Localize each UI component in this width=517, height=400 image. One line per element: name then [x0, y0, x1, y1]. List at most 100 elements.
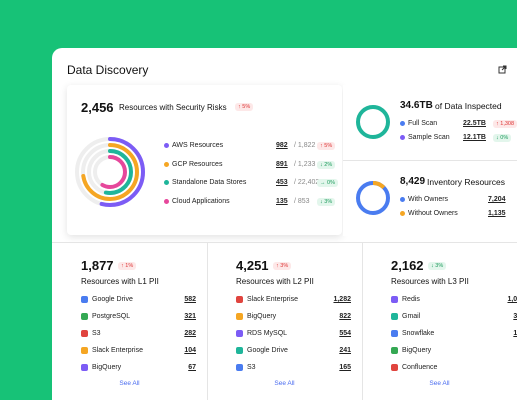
count: 2,456: [81, 100, 114, 115]
row-value: 582: [184, 296, 196, 303]
row-value: 1,282: [333, 296, 351, 303]
donut: [356, 105, 390, 139]
row-change: ↑ 1,308: [493, 120, 517, 128]
service-icon: [81, 347, 88, 354]
inspected-panel: 34.6TB of Data Inspected Full Scan 22.5TB ↑ …: [343, 85, 517, 161]
label: Resources with Security Risks: [119, 103, 227, 112]
badge: ↑ 1%: [118, 262, 137, 270]
row-name: Google Drive: [92, 296, 133, 303]
row-value: 165: [339, 364, 351, 371]
row-value: 453: [276, 179, 288, 186]
divider: [52, 242, 517, 243]
service-icon: [391, 364, 398, 371]
service-icon: [236, 330, 243, 337]
count: 1,877: [81, 258, 114, 273]
row-name: Cloud Applications: [172, 197, 230, 205]
row-value: 554: [339, 330, 351, 337]
service-icon: [391, 296, 398, 303]
label: Resources with L2 PII: [236, 277, 314, 286]
row-name: AWS Resources: [172, 142, 224, 149]
label: Resources with L1 PII: [81, 277, 159, 286]
legend-dot: [164, 143, 169, 148]
row-value: 1,022: [507, 296, 517, 303]
badge: ↑ 5%: [235, 103, 254, 111]
export-icon[interactable]: [498, 65, 507, 74]
see-all[interactable]: See All: [119, 380, 140, 387]
label: Resources with L3 PII: [391, 277, 469, 286]
row-name: Snowflake: [402, 330, 435, 337]
row-value: 67: [188, 364, 196, 371]
row-value: 303: [513, 313, 517, 320]
row-value: 135: [276, 197, 288, 205]
row-value: 1,135: [488, 210, 506, 217]
row-name: Slack Enterprise: [247, 296, 298, 303]
service-icon: [236, 296, 243, 303]
row-name: Gmail: [402, 313, 421, 320]
row-name: GCP Resources: [172, 160, 223, 168]
count: 8,429: [400, 176, 426, 187]
row-name: Redis: [402, 296, 420, 303]
service-icon: [81, 313, 88, 320]
row-name: With Owners: [408, 196, 449, 203]
legend-dot: [164, 198, 169, 204]
inventory-panel: 8,429 Inventory Resources With Owners 7,204…: [343, 161, 517, 236]
label: of Data Inspected: [435, 101, 502, 111]
ring-chart: [75, 137, 145, 207]
row-name: Slack Enterprise: [92, 347, 143, 354]
label: Inventory Resources: [427, 177, 505, 187]
row-change: ↓ 3%: [317, 197, 336, 206]
service-icon: [391, 330, 398, 337]
legend-dot: [400, 197, 405, 202]
legend-dot: [400, 135, 405, 140]
row-total: / 853: [294, 197, 310, 205]
row-name: BigQuery: [247, 313, 277, 320]
row-value: 282: [184, 330, 196, 337]
row-name: Google Drive: [247, 347, 288, 354]
legend-dot: [400, 121, 405, 126]
row-change: → 0%: [317, 179, 338, 187]
row-value: 822: [339, 313, 351, 320]
badge: ↑ 3%: [273, 262, 292, 270]
row-name: RDS MySQL: [247, 330, 288, 337]
service-icon: [236, 347, 243, 354]
row-value: 321: [184, 313, 196, 320]
service-icon: [236, 313, 243, 320]
count: 4,251: [236, 258, 269, 273]
pii-column: 4,251 ↑ 3% Resources with L2 PII Slack Ente…: [207, 243, 363, 400]
count: 2,162: [391, 258, 424, 273]
row-value: 104: [184, 347, 196, 354]
dashboard-card: Data Discovery 2,456 Resources with Secur…: [52, 48, 517, 400]
service-icon: [391, 313, 398, 320]
row-total: / 1,233: [294, 160, 316, 168]
row-name: Full Scan: [408, 120, 438, 127]
row-name: S3: [92, 330, 101, 337]
service-icon: [81, 364, 88, 371]
row-name: Standalone Data Stores: [172, 179, 247, 186]
row-name: BigQuery: [92, 364, 122, 371]
row-value: 891: [276, 160, 288, 168]
row-change: ↓ 0%: [493, 134, 512, 142]
row-name: PostgreSQL: [92, 313, 131, 320]
service-icon: [236, 364, 243, 371]
row-value: 12.1TB: [463, 134, 486, 141]
row-value: 7,204: [488, 196, 506, 203]
legend-dot: [164, 161, 169, 167]
row-name: BigQuery: [402, 347, 432, 354]
pii-column: 1,877 ↑ 1% Resources with L1 PII Google Dri…: [52, 243, 208, 400]
row-change: ↓ 2%: [317, 160, 336, 169]
row-change: ↑ 5%: [317, 142, 336, 150]
row-value: 22.5TB: [463, 120, 486, 127]
pii-column: 2,162 ↓ 3% Resources with L3 PII Redis 1,022…: [362, 243, 517, 400]
service-icon: [81, 296, 88, 303]
row-name: Without Owners: [408, 210, 458, 217]
row-name: Confluence: [402, 364, 438, 371]
see-all[interactable]: See All: [429, 380, 450, 387]
badge: ↓ 3%: [428, 262, 447, 270]
see-all[interactable]: See All: [274, 380, 295, 387]
row-name: Sample Scan: [408, 134, 450, 141]
amount: 34.6TB: [400, 100, 433, 111]
row-total: / 22,402: [294, 179, 320, 186]
donut: [356, 181, 390, 215]
row-value: 189: [513, 330, 517, 337]
